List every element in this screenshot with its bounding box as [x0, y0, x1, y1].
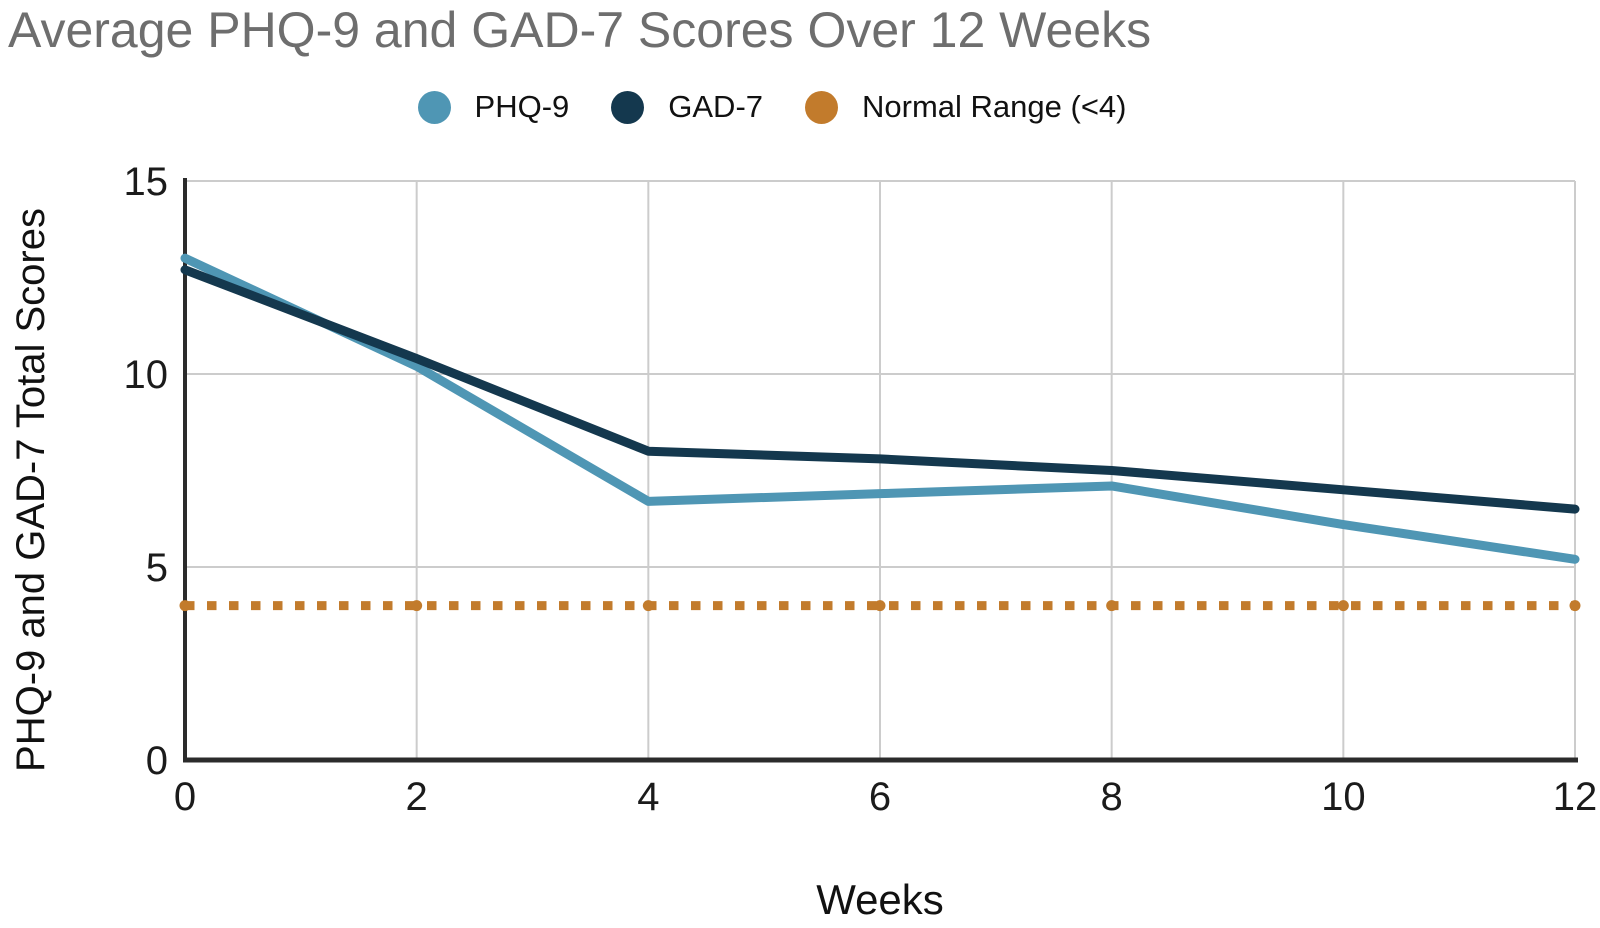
- legend-label-gad7: GAD-7: [668, 89, 764, 124]
- series-point-marker: [179, 600, 191, 612]
- series-point-marker: [1106, 600, 1118, 612]
- series-point-marker: [874, 600, 886, 612]
- legend-label-phq9: PHQ-9: [474, 89, 570, 124]
- x-tick-label: 12: [1553, 775, 1598, 819]
- x-tick-label: 10: [1321, 775, 1366, 819]
- series-point-marker: [1569, 600, 1581, 612]
- legend-swatch-gad7-icon: [611, 90, 645, 124]
- y-tick-label: 10: [124, 353, 169, 397]
- legend-swatch-phq9-icon: [417, 90, 451, 124]
- series-point-marker: [642, 600, 654, 612]
- x-tick-label: 0: [174, 775, 196, 819]
- legend-item-gad7: GAD-7: [611, 89, 763, 125]
- chart-title: Average PHQ-9 and GAD-7 Scores Over 12 W…: [8, 2, 1152, 58]
- legend-swatch-normal-range-icon: [805, 90, 839, 124]
- x-axis-title: Weeks: [816, 876, 944, 923]
- plot-layers: 0 5 10 15 0 2 4 6 8 10 12: [124, 160, 1598, 819]
- series-line-0: [180, 253, 1580, 564]
- x-tick-label: 8: [1101, 775, 1123, 819]
- series-line-1: [180, 265, 1580, 514]
- y-tick-label: 5: [146, 546, 168, 590]
- legend-label-normal-range: Normal Range (<4): [862, 89, 1127, 124]
- x-tick-label: 4: [637, 775, 659, 819]
- y-tick-label: 0: [146, 739, 168, 783]
- y-axis-title: PHQ-9 and GAD-7 Total Scores: [9, 208, 53, 772]
- legend-item-phq9: PHQ-9: [417, 89, 570, 125]
- series-point-marker: [411, 600, 423, 612]
- y-tick-label: 15: [124, 160, 169, 204]
- series-point-marker: [1337, 600, 1349, 612]
- legend-item-normal-range: Normal Range (<4): [805, 89, 1126, 125]
- x-tick-label: 2: [406, 775, 428, 819]
- chart-legend: PHQ-9 GAD-7 Normal Range (<4): [0, 84, 1572, 130]
- x-tick-label: 6: [869, 775, 891, 819]
